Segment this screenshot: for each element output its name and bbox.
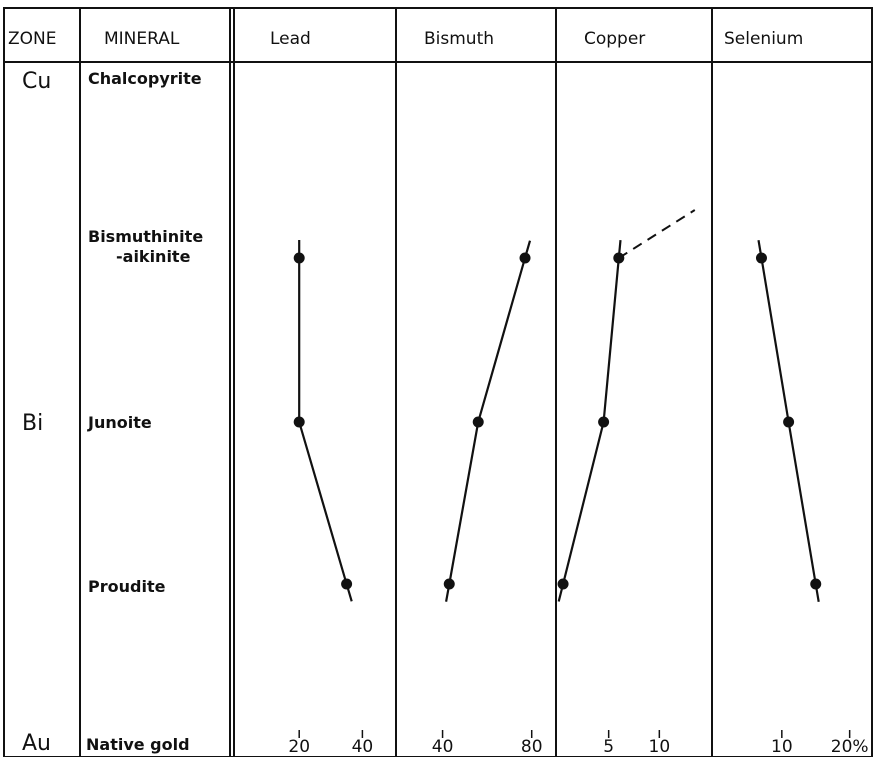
tick-label-bismuth-1: 40	[432, 737, 454, 757]
table-frame	[3, 7, 873, 757]
tick-label-copper-2: 10	[649, 737, 671, 757]
series-line-copper	[557, 239, 622, 602]
tick-label-copper-1: 5	[603, 737, 614, 757]
data-point-bismuth-3	[443, 578, 455, 590]
mineral-label-native-gold: Native gold	[86, 735, 190, 754]
data-point-selenium-3	[810, 578, 822, 590]
data-point-bismuth-1	[519, 252, 531, 264]
chart-marks: 20 40 40 80 5 10 10 20%	[288, 209, 869, 757]
mineral-label-proudite: Proudite	[88, 577, 166, 596]
zone-header: ZONE	[8, 29, 57, 49]
tick-label-lead-2: 40	[352, 737, 374, 757]
panel-header-copper: Copper	[584, 29, 645, 49]
tick-label-bismuth-2: 80	[521, 737, 543, 757]
zone-label-cu: Cu	[22, 69, 51, 94]
data-point-copper-1	[613, 252, 625, 264]
data-point-copper-3	[557, 578, 569, 590]
data-point-copper-2	[598, 416, 610, 428]
data-point-lead-2	[293, 416, 305, 428]
data-point-selenium-2	[783, 416, 795, 428]
data-point-selenium-1	[755, 252, 767, 264]
panel-header-bismuth: Bismuth	[424, 29, 494, 49]
data-point-lead-1	[293, 252, 305, 264]
dashed-extension-copper	[618, 209, 696, 259]
data-point-bismuth-2	[472, 416, 484, 428]
panel-header-lead: Lead	[270, 29, 311, 49]
mineral-label-aikinite: -aikinite	[116, 247, 191, 266]
tick-label-selenium-1: 10	[771, 737, 793, 757]
mineral-label-junoite: Junoite	[87, 413, 152, 432]
series-line-bismuth	[445, 240, 532, 602]
data-point-lead-3	[341, 578, 353, 590]
series-line-lead	[298, 240, 353, 602]
panel-header-selenium: Selenium	[724, 29, 803, 49]
mineral-label-chalcopyrite: Chalcopyrite	[88, 69, 202, 88]
zone-label-au: Au	[22, 731, 51, 756]
mineral-header: MINERAL	[104, 29, 180, 49]
zone-label-bi: Bi	[22, 411, 43, 436]
mineral-label-bismuthinite: Bismuthinite	[88, 227, 203, 246]
tick-label-selenium-2: 20%	[831, 737, 869, 757]
tick-label-lead-1: 20	[288, 737, 310, 757]
